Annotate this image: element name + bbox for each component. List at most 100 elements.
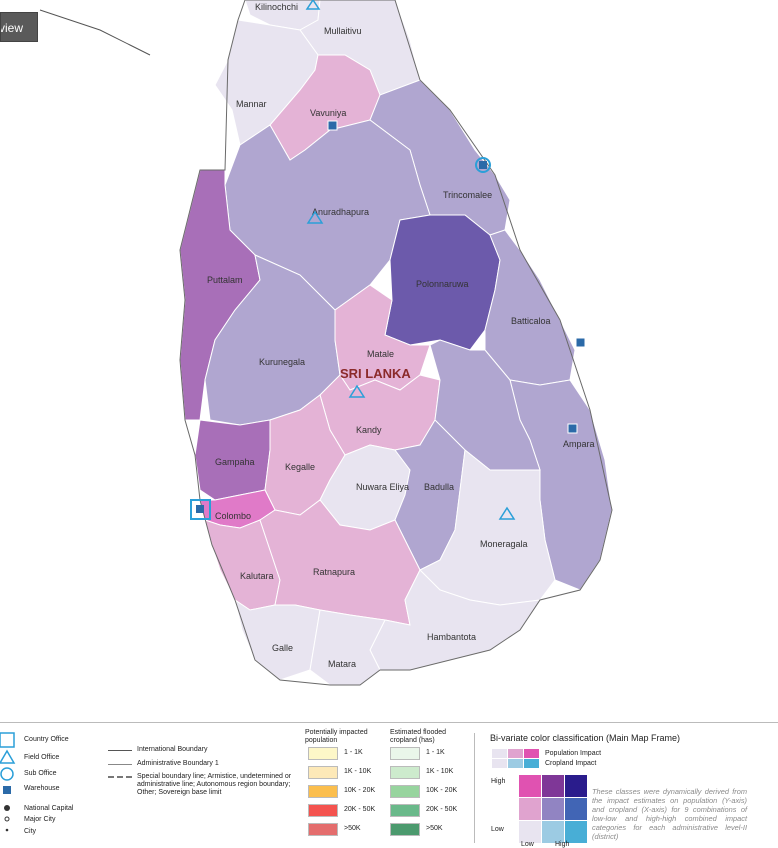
legend-class-label: 10K - 20K [426,787,458,794]
field-office-icon[interactable] [498,506,516,520]
legend-special-boundary: Special boundary line; Armistice, undete… [137,773,292,796]
legend-swatch [390,766,420,779]
legend-warehouse: Warehouse [24,785,60,792]
legend-country-office: Country Office [24,736,69,743]
field-office-icon[interactable] [305,0,321,10]
bivariate-scale-cell [508,759,523,768]
bivariate-grid-cell [519,775,541,797]
sub-office-icon[interactable] [475,157,491,173]
legend-class-label: 1K - 10K [426,768,454,775]
national-capital-icon [4,805,10,811]
northwest-coast [39,9,151,56]
bivariate-scale-cell [492,759,507,768]
legend-admin-boundary: Administrative Boundary 1 [137,760,219,767]
legend-field-office: Field Office [24,754,60,761]
overview-tab-label: rview [1,21,24,35]
legend-national-capital: National Capital [24,805,74,812]
district-label: Puttalam [207,275,243,285]
legend-class-label: >50K [344,825,361,832]
legend-swatch [390,747,420,760]
legend-divider [474,733,475,843]
bivariate-grid-cell [542,821,564,843]
map-canvas[interactable]: Kilinochchi Mullaitivu Mannar Vavuniya T… [0,0,778,720]
district-label: Kandy [356,425,382,435]
special-boundary-line [108,776,132,778]
field-office-icon[interactable] [306,210,324,224]
district-label: Moneragala [480,539,528,549]
legend-international-boundary: International Boundary [137,746,208,753]
bivariate-scale-cell [524,759,539,768]
district-label: Badulla [424,482,454,492]
warehouse-icon [3,786,11,794]
district-label: Ratnapura [313,567,355,577]
district-label: Vavuniya [310,108,346,118]
district-label: Ampara [563,439,595,449]
district-label: Kilinochchi [255,2,298,12]
legend-class-label: >50K [426,825,443,832]
legend-class-label: 1 - 1K [426,749,445,756]
district-label: Anuradhapura [312,207,369,217]
cropland-impact-label: Cropland Impact [545,760,597,767]
district-label: Gampaha [215,457,255,467]
bivariate-grid-cell [565,798,587,820]
legend-class-label: 20K - 50K [426,806,458,813]
legend-major-city: Major City [24,816,56,823]
cropland-legend-title: Estimated flooded cropland (has) [390,729,447,744]
bivariate-title: Bi-variate color classification (Main Ma… [490,733,681,743]
major-city-icon [4,816,10,822]
city-icon [5,828,9,832]
population-legend-title: Potentially impacted population [305,729,368,744]
x-low-label: Low [521,841,534,848]
legend-swatch [308,823,338,836]
legend-swatch [390,785,420,798]
bivariate-description: These classes were dynamically derived f… [592,787,747,841]
legend-swatch [308,785,338,798]
sub-office-icon [0,767,14,781]
field-office-icon [0,749,16,764]
warehouse-icon[interactable] [575,337,586,348]
district-label: Matara [328,659,356,669]
field-office-icon[interactable] [348,384,366,398]
legend-panel: Country Office Field Office Sub Office W… [0,722,778,848]
warehouse-icon[interactable] [567,423,578,434]
legend-class-label: 1K - 10K [344,768,372,775]
district-label: Trincomalee [443,190,492,200]
office-symbols [0,732,16,832]
district-label: Mullaitivu [324,26,362,36]
x-high-label: High [555,841,570,848]
bivariate-grid-cell [542,798,564,820]
district-label: Hambantota [427,632,476,642]
bivariate-scale-cell [524,749,539,758]
legend-class-label: 1 - 1K [344,749,363,756]
country-office-icon [0,732,15,748]
country-office-icon[interactable] [190,499,211,520]
bivariate-grid-cell [565,821,587,843]
district-label: Kegalle [285,462,315,472]
legend-swatch [390,804,420,817]
coastline [179,0,613,686]
legend-class-label: 20K - 50K [344,806,376,813]
legend-class-label: 10K - 20K [344,787,376,794]
bivariate-grid-cell [565,775,587,797]
legend-city: City [24,828,37,835]
legend-swatch [390,823,420,836]
bivariate-grid-cell [519,821,541,843]
district-label: Mannar [236,99,267,109]
bivariate-grid-cell [519,798,541,820]
district-label: Polonnaruwa [416,279,469,289]
district-label: Matale [367,349,394,359]
overview-tab[interactable]: rview [0,12,38,42]
admin-boundary-line [108,764,132,765]
bivariate-scale-cell [492,749,507,758]
district-label: Galle [272,643,293,653]
international-boundary-line [108,750,132,751]
y-high-label: High [491,778,506,785]
warehouse-icon[interactable] [327,120,338,131]
bivariate-grid-cell [542,775,564,797]
district-label: Colombo [215,511,251,521]
district-label: Nuwara Eliya [356,482,409,492]
district-label: Batticaloa [511,316,551,326]
country-label: SRI LANKA [340,366,411,381]
legend-swatch [308,804,338,817]
bivariate-scale-cell [508,749,523,758]
